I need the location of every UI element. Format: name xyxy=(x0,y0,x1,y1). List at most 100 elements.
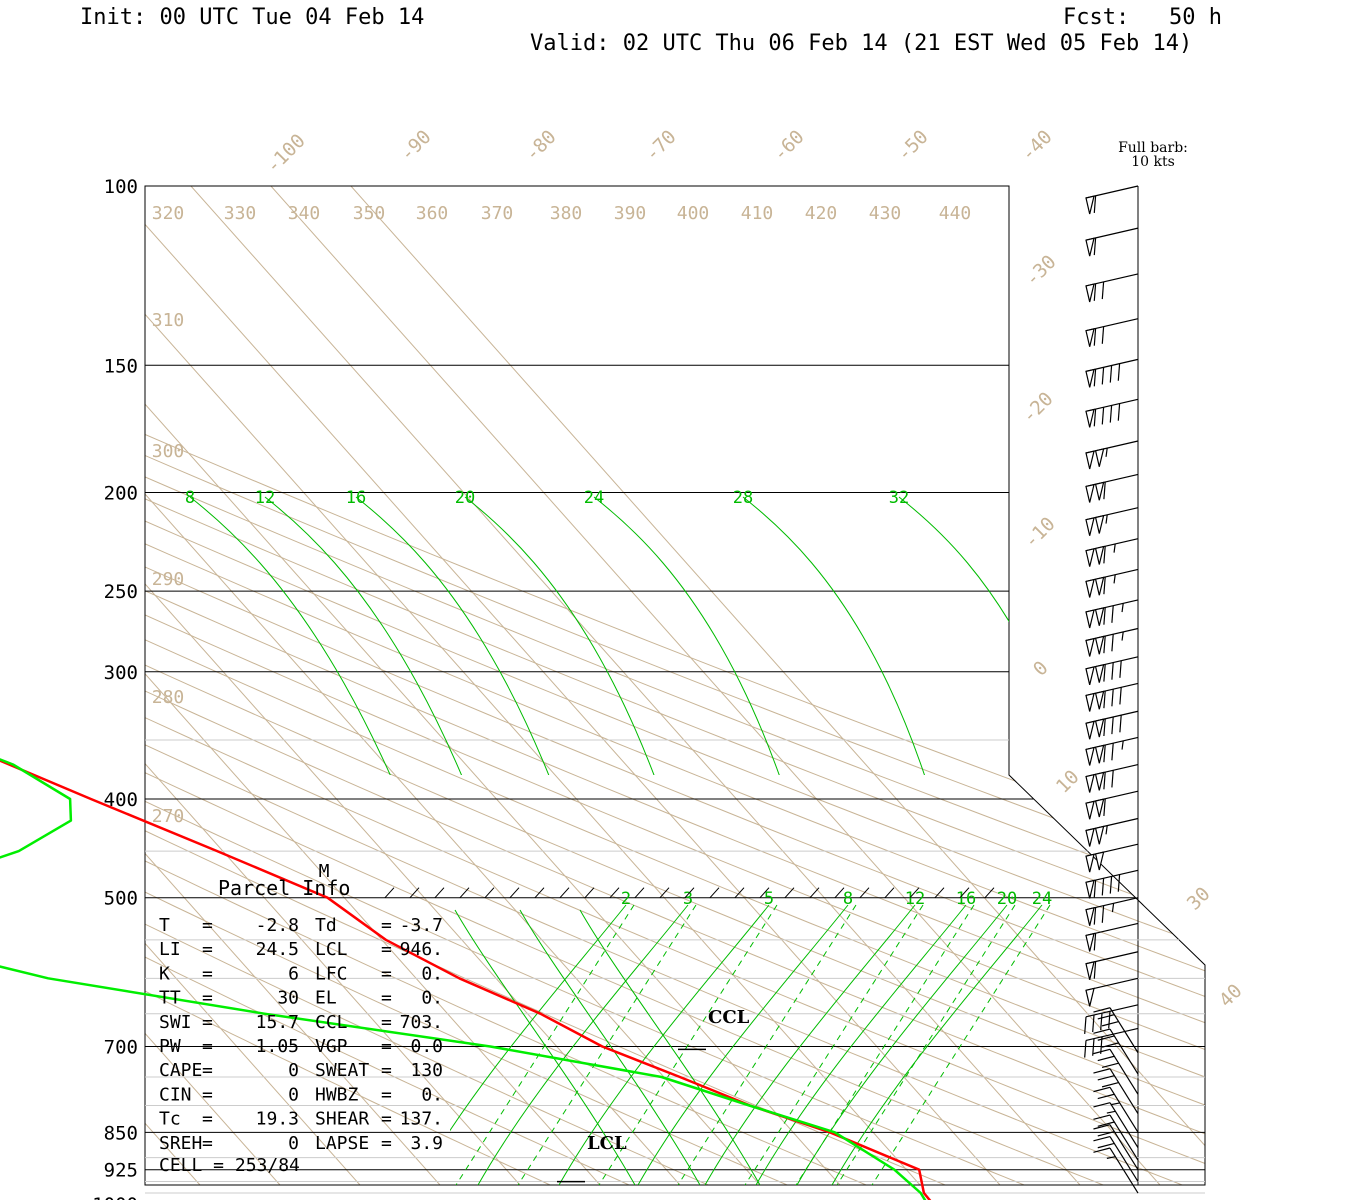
theta-label: 390 xyxy=(614,203,647,224)
dewpoint-point xyxy=(18,850,20,852)
parcel-label: VGP xyxy=(315,1036,348,1057)
theta-label: 440 xyxy=(939,203,972,224)
pressure-label: 925 xyxy=(104,1160,138,1182)
wind-barb xyxy=(1085,599,1139,629)
moist-adiabat-low xyxy=(704,904,916,1185)
parcel-eq: = xyxy=(381,939,392,960)
parcel-label: CIN xyxy=(159,1084,192,1105)
hatch-mark xyxy=(859,887,870,899)
moist-adiabat-label: 16 xyxy=(346,488,366,508)
parcel-value: -2.8 xyxy=(256,915,299,936)
temperature-point xyxy=(385,939,387,941)
hatch-mark xyxy=(959,887,970,899)
moist-adiabat xyxy=(742,496,925,775)
hatch-mark xyxy=(559,887,570,899)
theta-label: 270 xyxy=(152,806,185,827)
parcel-eq: = xyxy=(202,1084,213,1105)
moist-adiabat-label: 8 xyxy=(185,488,195,508)
isotherm-label: -90 xyxy=(396,126,436,166)
parcel-eq: = xyxy=(202,988,213,1009)
temperature-point xyxy=(918,1169,920,1171)
dry-adiabat xyxy=(145,186,640,1185)
moist-adiabat xyxy=(355,496,550,775)
wind-barb xyxy=(1085,358,1139,388)
mixing-ratio-label: 20 xyxy=(997,889,1017,909)
parcel-eq: = xyxy=(202,1060,213,1081)
hatch-mark xyxy=(884,887,895,899)
dry-adiabat xyxy=(145,186,1045,1185)
parcel-label: LFC xyxy=(315,963,348,984)
dewpoint-point xyxy=(893,1169,896,1171)
dry-adiabat xyxy=(145,186,1205,1185)
wind-barb xyxy=(1085,227,1139,257)
wind-barb xyxy=(1085,473,1139,503)
dry-adiabat xyxy=(145,186,1205,1185)
parcel-value: 0. xyxy=(421,1084,443,1105)
parcel-label: PW xyxy=(159,1036,181,1057)
parcel-info-panel: Parcel Info T = -2.8 Td = -3.7 LI = 24.5 LCL = 946. K… xyxy=(159,876,443,1176)
hatch-mark xyxy=(784,887,795,899)
parcel-label: HWBZ xyxy=(315,1084,359,1105)
theta-label: 320 xyxy=(152,203,185,224)
moist-adiabat-label: 12 xyxy=(255,488,275,508)
parcel-eq: = xyxy=(202,963,213,984)
moist-adiabat xyxy=(593,496,780,775)
hatch-mark xyxy=(534,887,545,899)
pressure-label: 150 xyxy=(104,355,138,377)
isotherm-label: -40 xyxy=(1017,126,1057,166)
dry-adiabat xyxy=(145,186,1127,1185)
parcel-info-title: Parcel Info xyxy=(218,876,350,900)
theta-label: 420 xyxy=(805,203,838,224)
hatch-mark xyxy=(459,887,470,899)
isotherm xyxy=(145,186,1098,1185)
wind-barb xyxy=(1085,736,1139,766)
mixing-ratio-label: 5 xyxy=(764,889,774,909)
mixing-ratio-line xyxy=(598,904,778,1185)
dry-adiabat xyxy=(145,186,1205,1185)
mixing-ratio-line xyxy=(871,904,1051,1185)
hatch-mark xyxy=(734,887,745,899)
parcel-eq: = xyxy=(381,1133,392,1154)
parcel-label: CCL xyxy=(315,1012,348,1033)
parcel-label: T xyxy=(159,915,170,936)
wind-barb xyxy=(1093,1147,1139,1194)
parcel-label: CAPE xyxy=(159,1060,202,1081)
dry-adiabat xyxy=(145,186,1205,1185)
parcel-label: K xyxy=(159,963,170,984)
parcel-label: SHEAR xyxy=(315,1109,369,1130)
moist-adiabat-label: 32 xyxy=(889,488,909,508)
isotherm-label: -30 xyxy=(1021,251,1061,291)
parcel-value: -3.7 xyxy=(400,915,443,936)
dewpoint-profile xyxy=(0,758,927,1200)
temperature-point xyxy=(601,1045,603,1048)
moist-adiabat-label: 20 xyxy=(455,488,475,508)
parcel-value: 137. xyxy=(400,1109,443,1130)
moist-adiabat-low xyxy=(519,909,701,1185)
isotherm xyxy=(145,186,218,1185)
pressure-label: 100 xyxy=(104,176,138,198)
hatch-mark xyxy=(809,887,820,899)
parcel-eq: = xyxy=(202,915,213,936)
mixing-ratio-label: 8 xyxy=(843,889,853,909)
pressure-label: 300 xyxy=(104,662,138,684)
wind-barb xyxy=(1085,627,1139,657)
wind-barb xyxy=(1093,1102,1139,1148)
parcel-label: EL xyxy=(315,988,337,1009)
parcel-value: 0 xyxy=(288,1060,299,1081)
wind-barb xyxy=(1085,763,1139,793)
wind-barb xyxy=(1093,1007,1139,1054)
hatch-mark xyxy=(709,887,720,899)
wind-barb xyxy=(1093,1068,1139,1115)
parcel-label: SWEAT xyxy=(315,1060,369,1081)
parcel-value: 24.5 xyxy=(256,939,299,960)
isotherm xyxy=(0,87,57,1200)
moist-adiabat-label: 24 xyxy=(584,488,604,508)
hatch-mark xyxy=(484,887,495,899)
pressure-label: 850 xyxy=(104,1122,138,1144)
dewpoint-point xyxy=(263,1013,265,1015)
dewpoint-point xyxy=(834,1131,836,1133)
wind-barb xyxy=(1093,1048,1139,1095)
wind-barb xyxy=(1085,922,1139,952)
isotherm xyxy=(145,186,618,1185)
